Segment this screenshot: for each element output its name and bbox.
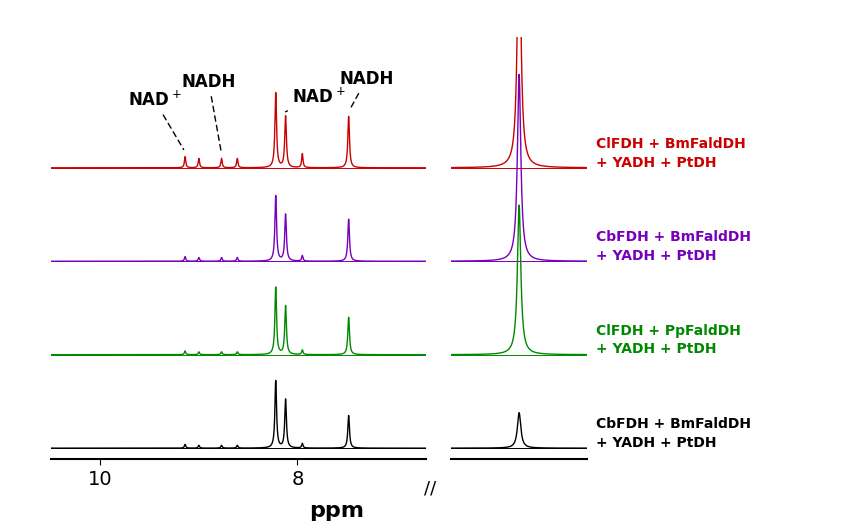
Text: NAD$^+$: NAD$^+$: [286, 88, 346, 112]
Text: ClFDH + BmFaldDH: ClFDH + BmFaldDH: [596, 137, 745, 151]
Text: CH$_3$OH: CH$_3$OH: [0, 527, 1, 528]
Text: //: //: [424, 479, 436, 497]
Text: NADH: NADH: [340, 70, 393, 109]
Text: NADH: NADH: [181, 73, 236, 151]
Text: + YADH + PtDH: + YADH + PtDH: [596, 156, 717, 169]
Text: + YADH + PtDH: + YADH + PtDH: [596, 436, 717, 450]
Text: CbFDH + BmFaldDH: CbFDH + BmFaldDH: [596, 231, 751, 244]
Text: ppm: ppm: [309, 502, 363, 522]
Text: + YADH + PtDH: + YADH + PtDH: [596, 249, 717, 263]
Text: CbFDH + BmFaldDH: CbFDH + BmFaldDH: [596, 418, 751, 431]
Text: NAD$^+$: NAD$^+$: [128, 91, 184, 149]
Text: + YADH + PtDH: + YADH + PtDH: [596, 343, 717, 356]
Text: ClFDH + PpFaldDH: ClFDH + PpFaldDH: [596, 324, 740, 338]
